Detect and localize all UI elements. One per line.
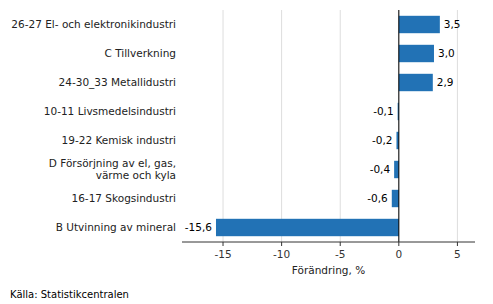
bar: [399, 16, 440, 33]
data-label: 2,9: [437, 76, 454, 88]
x-tick: [223, 242, 224, 246]
category-label: B Utvinning av mineral: [56, 221, 176, 233]
x-tick-label: -15: [214, 248, 231, 260]
data-label: 3,5: [444, 18, 461, 30]
x-tick-label: -5: [335, 248, 345, 260]
category-label: D Försörjning av el, gas,värme och kyla: [49, 157, 176, 182]
grid-line: [398, 10, 399, 242]
source-note: Källa: Statistikcentralen: [10, 289, 129, 300]
bar: [399, 74, 433, 91]
grid: [223, 10, 457, 242]
chart: -15 -10 -5 0 5 B Utvinning av mineral 16-17 Sk…: [0, 0, 493, 304]
zero-line: [398, 10, 399, 242]
data-label: -0,2: [372, 134, 393, 146]
data-label: 3,0: [438, 47, 455, 59]
bar: [394, 161, 399, 178]
bar: [216, 219, 399, 236]
category-label: 16-17 Skogsindustri: [72, 192, 177, 204]
bar: [392, 190, 399, 207]
grid-line: [340, 10, 341, 242]
x-tick-label: -10: [273, 248, 290, 260]
x-tick: [281, 242, 282, 246]
data-label: -15,6: [185, 221, 212, 233]
category-label: 24-30_33 Metallidustri: [59, 76, 176, 89]
data-label: -0,6: [367, 192, 388, 204]
data-label: -0,4: [370, 163, 391, 175]
grid-line: [281, 10, 282, 242]
x-tick-label: 5: [454, 248, 461, 260]
x-axis-label: Förändring, %: [292, 264, 365, 276]
x-axis-line: [182, 242, 475, 243]
data-label: -0,1: [373, 105, 394, 117]
x-tick: [340, 242, 341, 246]
category-label: C Tillverkning: [105, 47, 176, 59]
bar: [399, 45, 434, 62]
x-tick: [398, 242, 399, 246]
x-tick-label: 0: [395, 248, 402, 260]
grid-line: [457, 10, 458, 242]
category-label: 26-27 El- och elektronikindustri: [11, 18, 176, 30]
bars: [216, 16, 440, 236]
category-label: 19-22 Kemisk industri: [62, 134, 176, 146]
grid-line: [223, 10, 224, 242]
x-tick: [457, 242, 458, 246]
category-label: 10-11 Livsmedelsindustri: [44, 105, 176, 117]
